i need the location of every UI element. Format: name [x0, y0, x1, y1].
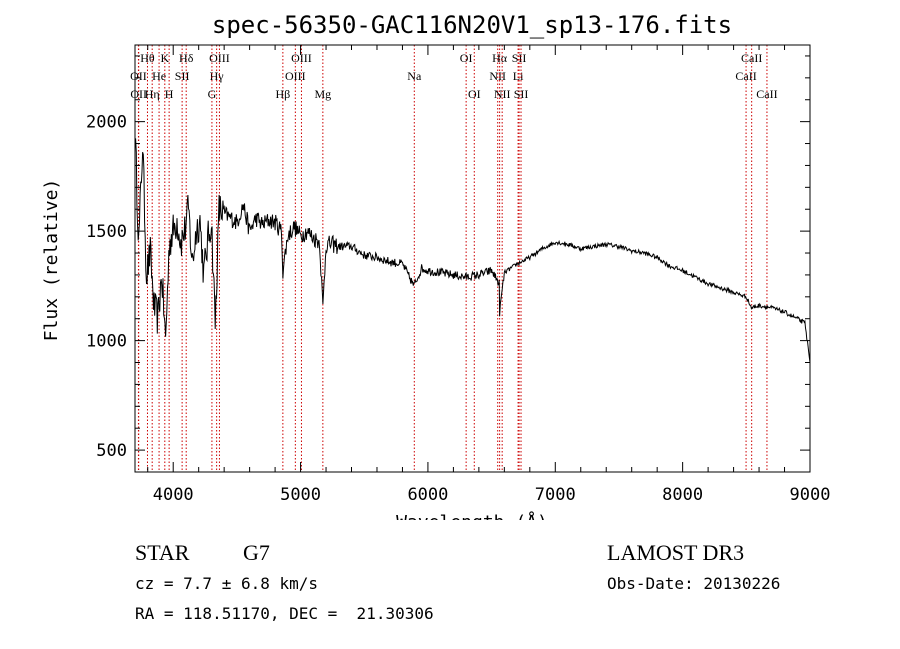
line-label-0: Hθ	[140, 51, 155, 65]
line-label-22: Li	[513, 69, 524, 83]
line-label-8: Hδ	[179, 51, 194, 65]
line-label-3: He	[152, 69, 166, 83]
chart-title: spec-56350-GAC116N20V1_sp13-176.fits	[212, 11, 732, 39]
y-axis-label: Flux (relative)	[41, 179, 62, 342]
x-tick-label-6000: 6000	[407, 485, 448, 505]
x-tick-label-9000: 9000	[790, 485, 831, 505]
class-label: STAR	[135, 540, 190, 565]
x-tick-label-8000: 8000	[662, 485, 703, 505]
obs-date-text: Obs-Date: 20130226	[607, 574, 781, 593]
line-label-14: OIII	[291, 51, 312, 65]
y-tick-label-1000: 1000	[86, 332, 127, 352]
spectrum-line	[134, 138, 811, 363]
y-tick-label-500: 500	[96, 441, 127, 461]
line-label-13: OIII	[285, 69, 306, 83]
line-label-1: OII	[130, 69, 147, 83]
coordinates-text: RA = 118.51170, DEC = 21.30306	[135, 604, 434, 623]
line-label-26: CaII	[741, 51, 762, 65]
spectrum-chart: spec-56350-GAC116N20V1_sp13-176.fits Wav…	[41, 11, 831, 520]
y-tick-label-1500: 1500	[86, 222, 127, 242]
plot-frame	[134, 44, 811, 473]
line-label-15: Mg	[315, 87, 332, 101]
line-label-5: K	[160, 51, 169, 65]
line-label-24: SII	[514, 87, 529, 101]
x-tick-label-5000: 5000	[280, 485, 321, 505]
survey-label: LAMOST DR3	[607, 540, 745, 565]
line-label-23: SII	[512, 51, 527, 65]
line-label-21: NII	[494, 87, 511, 101]
line-label-25: CaII	[735, 69, 756, 83]
redshift-text: cz = 7.7 ± 6.8 km/s	[135, 574, 319, 593]
line-label-12: Hβ	[275, 87, 290, 101]
y-tick-label-2000: 2000	[86, 113, 127, 133]
line-label-20: Hα	[492, 51, 508, 65]
line-label-4: Hη	[145, 87, 160, 101]
line-label-17: OI	[460, 51, 473, 65]
line-label-6: H	[165, 87, 174, 101]
subclass-label: G7	[243, 540, 270, 565]
line-label-16: Na	[407, 69, 422, 83]
line-label-11: OIII	[209, 51, 230, 65]
line-label-19: NII	[489, 69, 506, 83]
x-tick-label-4000: 4000	[153, 485, 194, 505]
line-label-7: SII	[175, 69, 190, 83]
line-label-10: G	[208, 87, 217, 101]
x-tick-label-7000: 7000	[535, 485, 576, 505]
line-label-9: Hγ	[210, 69, 225, 83]
x-axis-label: Wavelength (Å)	[396, 511, 548, 520]
line-label-18: OI	[468, 87, 481, 101]
line-label-27: CaII	[756, 87, 777, 101]
